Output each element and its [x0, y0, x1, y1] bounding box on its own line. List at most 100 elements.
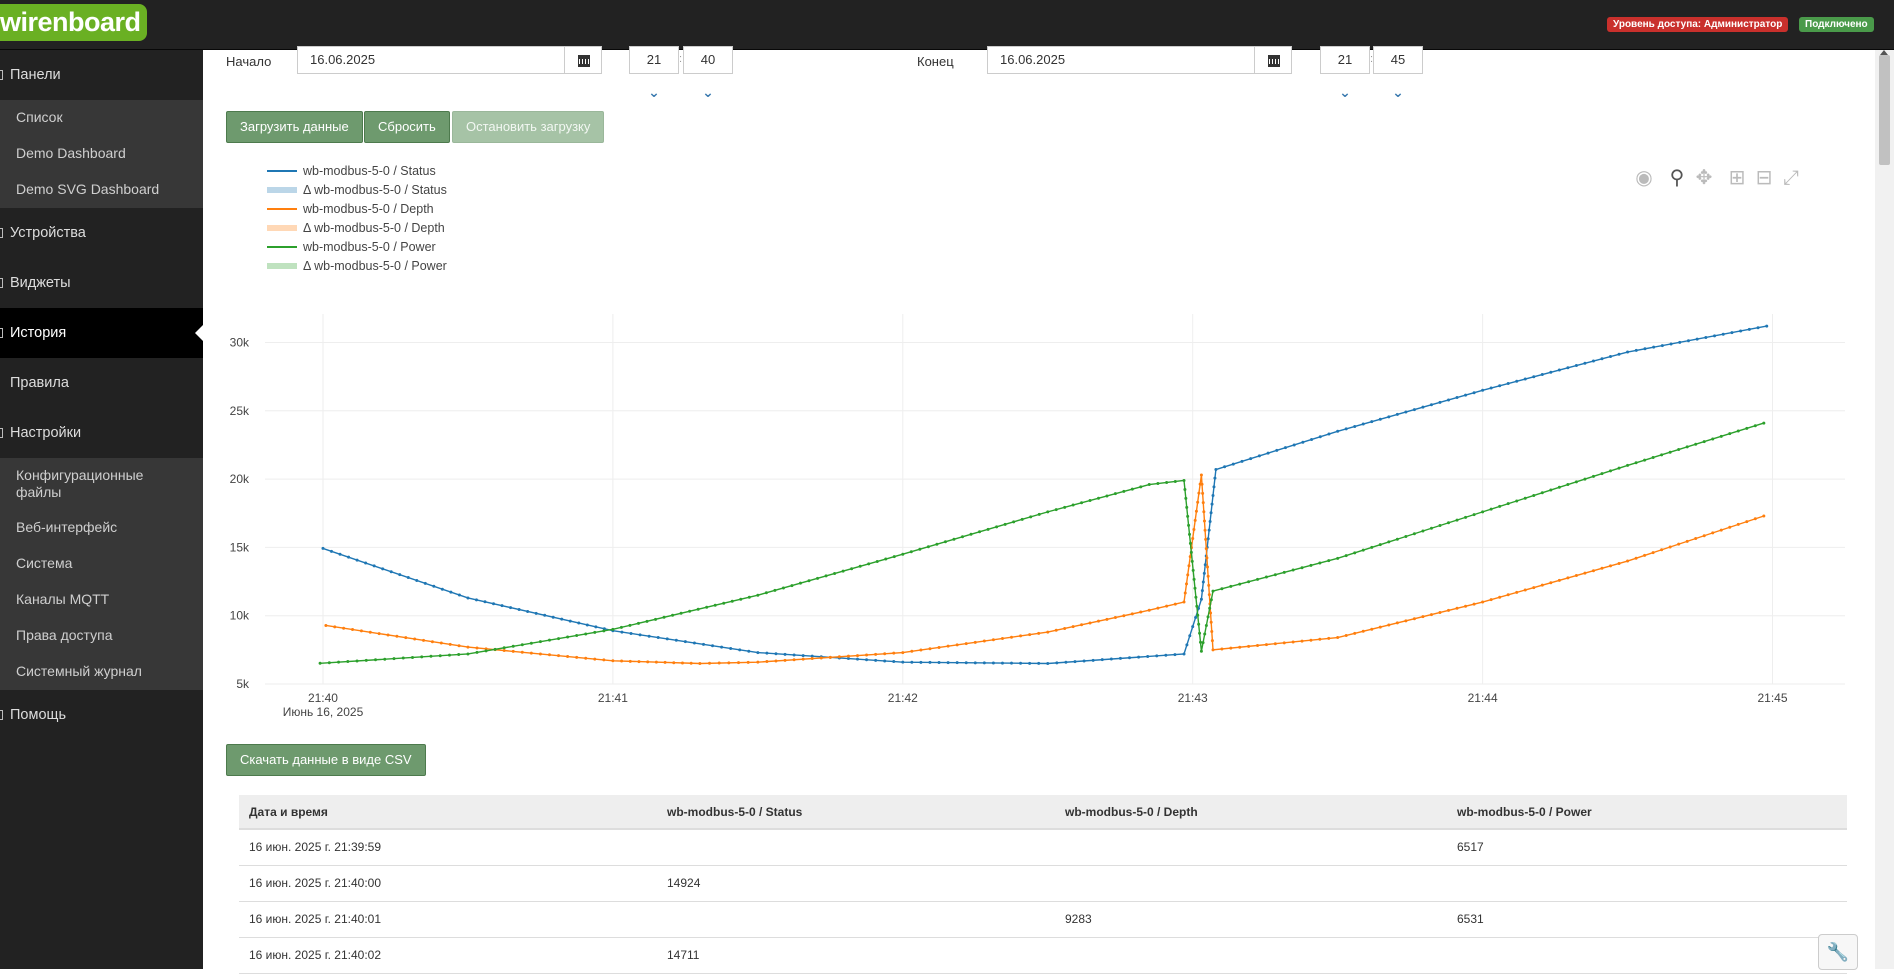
scroll-thumb[interactable]: [1879, 55, 1890, 165]
reset-button[interactable]: Сбросить: [364, 111, 450, 143]
camera-icon[interactable]: ◉: [1635, 167, 1653, 189]
series-point: [1282, 570, 1286, 574]
load-data-button[interactable]: Загрузить данные: [226, 111, 363, 143]
end-minute-input[interactable]: 45: [1373, 46, 1423, 74]
series-point: [381, 567, 385, 571]
series-point: [1194, 595, 1198, 599]
end-hour-down-icon[interactable]: ⌄: [1339, 84, 1351, 100]
series-point: [1472, 391, 1476, 395]
series-point: [429, 654, 433, 658]
end-date-input[interactable]: 16.06.2025: [987, 46, 1258, 74]
page-scrollbar[interactable]: [1875, 50, 1894, 969]
series-point: [1000, 661, 1004, 665]
wirenboard-logo[interactable]: wirenboard: [0, 4, 147, 41]
start-label: Начало: [226, 54, 272, 69]
sidebar-item-list[interactable]: Список: [16, 109, 63, 125]
sidebar-item-devices[interactable]: Устройства: [0, 208, 203, 258]
start-calendar-button[interactable]: [564, 46, 602, 74]
end-hour-input[interactable]: 21: [1320, 46, 1370, 74]
series-point: [1651, 455, 1655, 459]
series-point: [973, 661, 977, 665]
sidebar-item-access-rights[interactable]: Права доступа: [16, 627, 113, 643]
chevron-icon: [0, 70, 3, 80]
sidebar-item-rules[interactable]: Правила: [0, 358, 203, 408]
table-row: 16 июн. 2025 г. 21:40:00 14924: [239, 865, 1847, 902]
sidebar-item-system-log[interactable]: Системный журнал: [16, 663, 142, 679]
series-point: [1566, 483, 1570, 487]
series-point: [628, 659, 632, 663]
legend-swatch: [267, 263, 297, 269]
download-csv-button[interactable]: Скачать данные в виде CSV: [226, 744, 426, 776]
zoom-in-icon[interactable]: ⊞: [1728, 167, 1746, 189]
series-point: [892, 660, 896, 664]
wrench-icon[interactable]: 🔧: [1818, 934, 1858, 970]
series-point: [884, 557, 888, 561]
stop-loading-button[interactable]: Остановить загрузку: [452, 111, 605, 143]
time-separator: :: [1370, 53, 1374, 65]
y-tick-label: 20k: [230, 472, 250, 486]
sidebar-item-label: Устройства: [10, 225, 86, 241]
start-minute-down-icon[interactable]: ⌄: [702, 84, 714, 100]
series-point: [1257, 454, 1261, 458]
series-point: [359, 629, 363, 633]
series-point: [1523, 496, 1527, 500]
series-point: [398, 573, 402, 577]
series-point: [423, 581, 427, 585]
end-calendar-button[interactable]: [1254, 46, 1292, 74]
sidebar-item-config-files[interactable]: Конфигурационные файлы: [16, 467, 144, 500]
series-point: [1591, 359, 1595, 363]
pan-icon[interactable]: ✥: [1695, 167, 1713, 189]
sidebar-item-widgets[interactable]: Виджеты: [0, 258, 203, 308]
series-point: [355, 659, 359, 663]
zoom-icon[interactable]: ⚲: [1669, 167, 1685, 189]
series-point: [1105, 494, 1109, 498]
series-point: [1191, 537, 1195, 541]
sidebar-item-label: Помощь: [10, 707, 67, 723]
column-header-depth[interactable]: wb-modbus-5-0 / Depth: [1055, 795, 1447, 830]
sidebar-item-demo-svg-dashboard[interactable]: Demo SVG Dashboard: [16, 181, 160, 197]
series-point: [1198, 640, 1202, 644]
series-point: [645, 619, 649, 623]
series-point: [338, 552, 342, 556]
history-chart[interactable]: 5k 10k 15k 20k 25k 30k 21:40 21:41 21:42 21:43 21:…: [203, 50, 1875, 740]
sidebar-item-mqtt-channels[interactable]: Каналы MQTT: [16, 591, 110, 607]
column-header-status[interactable]: wb-modbus-5-0 / Status: [657, 795, 1055, 830]
column-header-power[interactable]: wb-modbus-5-0 / Power: [1447, 795, 1847, 830]
sidebar-item-history[interactable]: История: [0, 308, 203, 358]
time-separator: :: [679, 53, 683, 65]
series-point: [1156, 606, 1160, 610]
series-point: [1438, 524, 1442, 528]
sidebar-item-help[interactable]: Помощь: [0, 690, 203, 740]
start-hour-down-icon[interactable]: ⌄: [648, 84, 660, 100]
sidebar-item-demo-dashboard[interactable]: Demo Dashboard: [16, 145, 126, 161]
end-minute-down-icon[interactable]: ⌄: [1392, 84, 1404, 100]
series-point: [1028, 633, 1032, 637]
series-point: [1455, 606, 1459, 610]
series-point: [1634, 556, 1638, 560]
sidebar-item-system[interactable]: Система: [16, 555, 73, 571]
series-point: [1100, 658, 1104, 662]
series-point: [372, 564, 376, 568]
zoom-out-icon[interactable]: ⊟: [1755, 167, 1773, 189]
series-point: [438, 654, 442, 658]
sidebar-item-settings[interactable]: Настройки: [0, 408, 203, 458]
scroll-up-icon[interactable]: [1880, 50, 1888, 55]
series-point: [1266, 451, 1270, 455]
autoscale-icon[interactable]: ⤢: [1783, 167, 1799, 189]
start-minute-input[interactable]: 40: [683, 46, 733, 74]
series-point: [568, 619, 572, 623]
access-level-badge[interactable]: Уровень доступа: Администратор: [1607, 17, 1789, 32]
series-point: [801, 654, 805, 658]
series-point: [1730, 331, 1734, 335]
sidebar-item-panels[interactable]: Панели: [0, 50, 203, 100]
start-hour-input[interactable]: 21: [629, 46, 679, 74]
sidebar-item-web-ui[interactable]: Веб-интерфейс: [16, 519, 118, 535]
series-point: [874, 658, 878, 662]
series-point: [1549, 581, 1553, 585]
series-point: [646, 660, 650, 664]
column-header-datetime[interactable]: Дата и время: [239, 795, 657, 830]
series-point: [1122, 489, 1126, 493]
series-point: [383, 657, 387, 661]
series-point: [1010, 661, 1014, 665]
series-point: [466, 645, 470, 649]
